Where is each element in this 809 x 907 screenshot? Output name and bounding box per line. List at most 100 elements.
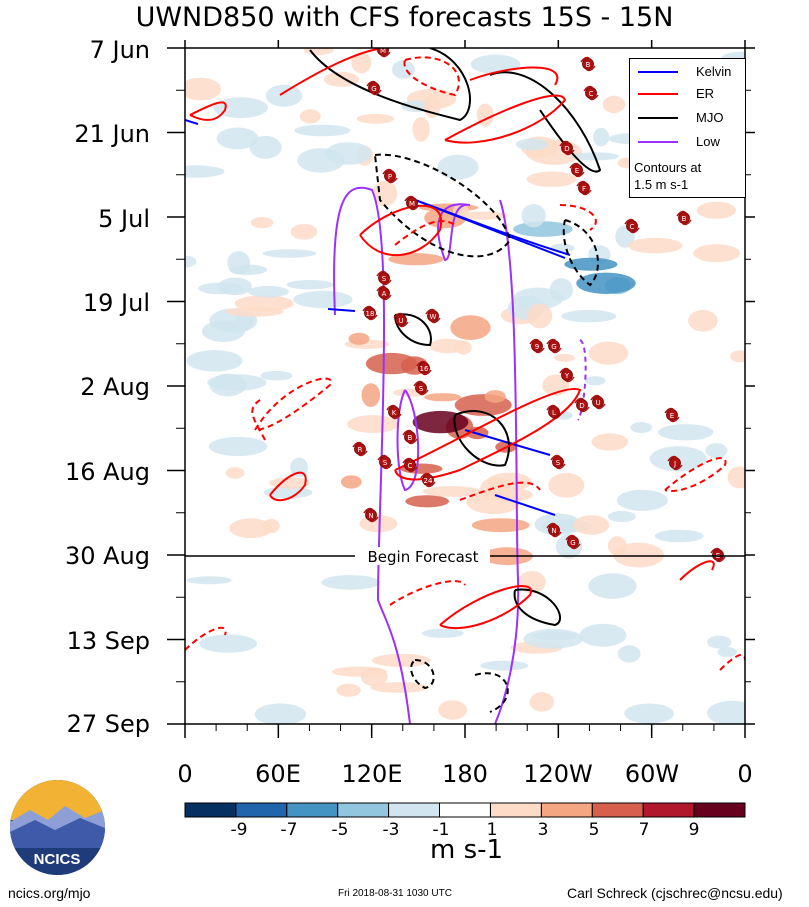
- anomaly-cell: [303, 48, 334, 55]
- logo-graphic: NCICS: [10, 780, 105, 875]
- footer-url: ncics.org/mjo: [8, 885, 91, 901]
- contour-line: [251, 399, 266, 441]
- contour-line: [279, 48, 386, 96]
- tc-marker-label: E: [670, 412, 674, 420]
- tc-marker-arm: [376, 48, 391, 58]
- tc-marker: 9: [529, 338, 545, 354]
- colorbar-swatch: [286, 802, 339, 818]
- colorbar-swatch: [184, 802, 237, 818]
- colorbar-swatch: [490, 802, 542, 818]
- anomaly-cell: [654, 529, 704, 543]
- x-tick-label: 0: [177, 760, 193, 788]
- contour-line: [664, 457, 727, 492]
- anomaly-cell: [388, 253, 444, 266]
- anomaly-cell: [593, 127, 610, 147]
- contour-line: [185, 119, 199, 125]
- tc-marker-arm: [569, 162, 585, 178]
- tc-marker-arm: [425, 308, 441, 324]
- anomaly-cell: [529, 692, 554, 712]
- tc-marker-arm: [382, 168, 398, 184]
- tc-marker-arm: [550, 454, 566, 470]
- legend: Kelvin ER MJO Low Contours at 1.5 m s-1: [629, 58, 746, 198]
- colorbar-swatch: [337, 802, 390, 818]
- colorbar-tick-label: -1: [432, 820, 450, 840]
- tc-marker: B: [580, 56, 596, 72]
- tc-marker-label: N: [551, 527, 556, 535]
- tc-marker-label: G: [551, 343, 556, 351]
- tc-marker-label: C: [408, 462, 413, 470]
- contour-line: [453, 410, 510, 467]
- tc-marker: A: [376, 285, 392, 301]
- tc-marker-arm: [363, 507, 379, 523]
- tc-marker-label: S: [556, 459, 561, 467]
- contour-line: [562, 219, 599, 287]
- contour-line: [359, 204, 443, 257]
- tc-marker: L: [546, 404, 562, 420]
- contour-line: [494, 199, 520, 724]
- anomaly-cell: [616, 489, 668, 511]
- axis-ticks: [167, 40, 755, 738]
- tc-marker-label: U: [398, 317, 403, 325]
- anomaly-cell: [229, 518, 272, 539]
- anomaly-cell: [727, 466, 745, 489]
- contour-line: [464, 429, 551, 456]
- contour-note-line: Contours at: [634, 160, 702, 175]
- anomaly-cell: [515, 138, 549, 151]
- anomaly-cell: [457, 211, 508, 220]
- tc-marker: D: [559, 140, 575, 156]
- anomaly-cell: [254, 703, 307, 724]
- contour-line: [403, 56, 460, 97]
- anomaly-cell: [260, 370, 293, 381]
- anomaly-cell: [199, 634, 258, 653]
- legend-label: Low: [696, 134, 720, 149]
- tc-marker: E: [664, 407, 680, 423]
- colorbar-swatch: [591, 802, 644, 818]
- tc-marker: W: [425, 308, 441, 324]
- tc-marker-label: 9: [535, 343, 539, 351]
- tc-marker-label: M: [380, 47, 386, 55]
- x-tick-label: 120W: [523, 760, 593, 788]
- contour-line: [444, 94, 567, 144]
- tc-marker-label: B: [682, 215, 687, 223]
- contour-line: [394, 313, 432, 347]
- anomaly-cell: [707, 635, 732, 649]
- tc-marker: K: [386, 404, 402, 420]
- tc-marker-arm: [676, 210, 692, 226]
- legend-swatch: [638, 141, 678, 143]
- tc-marker-label: G: [371, 85, 376, 93]
- tc-marker-arm: [580, 56, 596, 72]
- anomaly-cell: [554, 353, 575, 362]
- colorbar-swatch: [439, 802, 491, 818]
- colorbar-tick-label: -7: [280, 820, 298, 840]
- anomaly-cell: [185, 165, 225, 178]
- anomaly-cell: [290, 224, 318, 240]
- anomaly-cell: [602, 95, 626, 114]
- anomaly-cell: [405, 495, 450, 508]
- legend-label: ER: [696, 86, 715, 101]
- tc-marker: S: [376, 270, 392, 286]
- tc-marker: J: [667, 455, 683, 471]
- tc-marker-arm: [710, 547, 726, 563]
- anomaly-cell: [429, 338, 467, 354]
- anomaly-cell: [588, 573, 637, 599]
- tc-marker-label: J: [673, 460, 676, 468]
- y-tick-label: 19 Jul: [82, 289, 150, 317]
- legend-item-kelvin: Kelvin: [630, 63, 747, 81]
- tc-marker: B: [402, 429, 418, 445]
- contour-line: [410, 659, 435, 690]
- tc-marker-arm: [413, 380, 429, 396]
- tc-marker-label: B: [408, 434, 413, 442]
- anomaly-cell: [548, 472, 585, 498]
- tc-marker-arm: [420, 472, 436, 488]
- anomaly-cell: [269, 477, 311, 489]
- tc-marker-arm: [574, 397, 590, 413]
- anomaly-cell: [576, 272, 636, 294]
- tc-marker: C: [402, 457, 418, 473]
- anomaly-cell: [471, 518, 530, 533]
- tc-marker-label: U: [595, 399, 600, 407]
- tc-marker: P: [382, 168, 398, 184]
- colorbar-tick-label: 3: [537, 820, 549, 840]
- anomaly-cell: [186, 350, 243, 372]
- anomaly-cell: [588, 341, 629, 365]
